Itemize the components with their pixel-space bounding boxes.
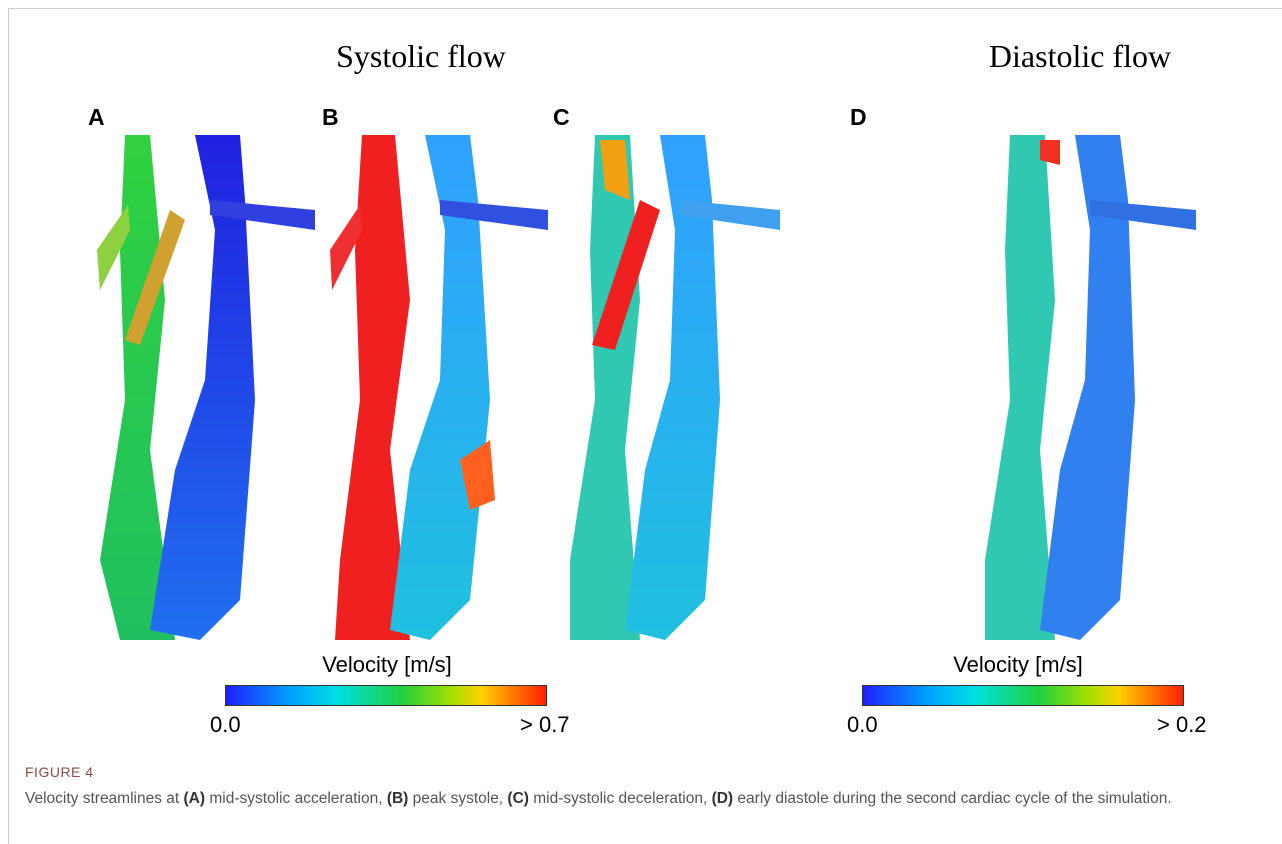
panel-label: D xyxy=(850,104,867,131)
caption: Velocity streamlines at (A) mid-systolic… xyxy=(25,787,1235,811)
colorbar-min: 0.0 xyxy=(210,712,241,738)
colorbar-title: Velocity [m/s] xyxy=(322,652,452,678)
panel-label: C xyxy=(553,104,570,131)
caption-run: mid-systolic acceleration, xyxy=(205,790,387,807)
panel-d-art xyxy=(985,135,1196,640)
panel-c-art xyxy=(570,135,780,640)
page: Systolic flow Diastolic flow A B C D Vel… xyxy=(0,0,1282,843)
caption-run: peak systole, xyxy=(408,790,507,807)
panels-art xyxy=(0,0,1282,843)
colorbar-max: > 0.7 xyxy=(520,712,570,738)
colorbar-max: > 0.2 xyxy=(1157,712,1207,738)
caption-run: (C) xyxy=(507,790,529,807)
panel-label: A xyxy=(88,104,105,131)
caption-run: (D) xyxy=(712,790,734,807)
caption-run: mid-systolic deceleration, xyxy=(529,790,712,807)
caption-label: FIGURE 4 xyxy=(25,764,94,780)
panel-a-art xyxy=(97,135,315,640)
caption-run: (A) xyxy=(184,790,206,807)
colorbar xyxy=(225,685,547,706)
heading: Diastolic flow xyxy=(989,38,1171,75)
caption-run: Velocity streamlines at xyxy=(25,790,184,807)
colorbar-title: Velocity [m/s] xyxy=(953,652,1083,678)
colorbar xyxy=(862,685,1184,706)
caption-run: (B) xyxy=(387,790,409,807)
colorbar-min: 0.0 xyxy=(847,712,878,738)
heading: Systolic flow xyxy=(336,38,506,75)
panel-b-art xyxy=(330,135,548,640)
caption-run: early diastole during the second cardiac… xyxy=(733,790,1172,807)
panel-label: B xyxy=(322,104,339,131)
